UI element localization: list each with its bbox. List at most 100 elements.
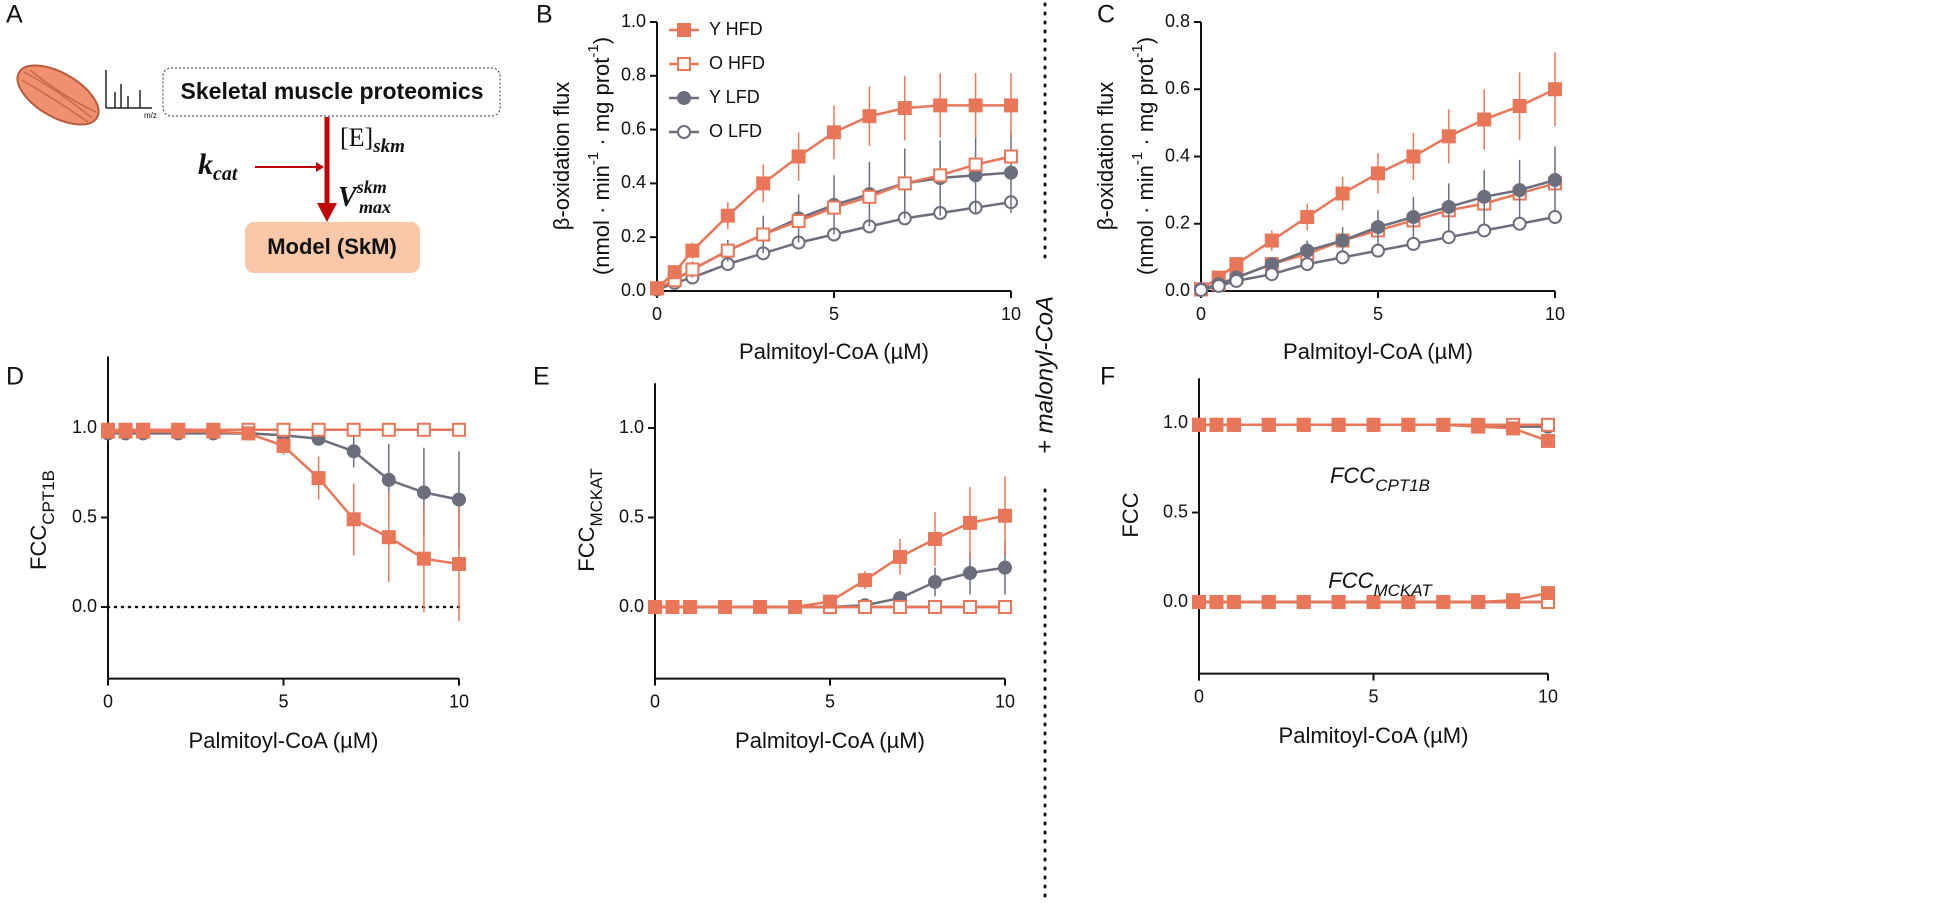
legend-marker <box>677 91 691 105</box>
vmax: Vskm max <box>338 177 391 217</box>
annotation: + malonyl-CoA <box>1031 296 1058 454</box>
marker <box>1541 433 1555 448</box>
marker <box>1192 417 1206 432</box>
marker <box>101 424 115 439</box>
x-tick-label: 5 <box>829 304 839 324</box>
marker <box>416 551 431 566</box>
x-tick-label: 0 <box>1196 304 1206 324</box>
x-tick-label: 5 <box>825 691 835 711</box>
marker <box>1209 595 1224 610</box>
marker <box>1512 216 1527 231</box>
marker <box>665 600 680 615</box>
label-part: FCC <box>574 526 599 571</box>
marker <box>963 566 977 581</box>
label-part: ) <box>589 37 614 44</box>
marker <box>381 422 396 437</box>
y-tick-label: 0.2 <box>1165 213 1190 233</box>
marker <box>1401 417 1416 432</box>
marker <box>685 262 700 277</box>
label-part: ) <box>1133 37 1158 44</box>
panel-label: E <box>533 363 550 391</box>
spectrum-axis: m/z <box>144 111 157 120</box>
marker <box>928 532 942 547</box>
x-axis-title: Palmitoyl-CoA (µM) <box>735 728 925 753</box>
marker <box>823 594 837 609</box>
kcat: kcat <box>198 148 239 185</box>
marker <box>998 600 1012 615</box>
marker <box>381 472 396 487</box>
marker <box>1477 189 1492 204</box>
source-box <box>162 67 501 117</box>
marker <box>756 227 771 242</box>
marker <box>1192 595 1206 610</box>
annotation-sub: MCKAT <box>1373 581 1433 600</box>
marker <box>1371 220 1385 235</box>
marker <box>1541 586 1555 601</box>
marker <box>650 281 664 296</box>
marker <box>311 471 326 486</box>
label-sup: -1 <box>1129 44 1146 57</box>
marker <box>667 265 682 280</box>
marker <box>968 98 983 113</box>
y-tick-label: 1.0 <box>1163 412 1188 432</box>
marker <box>893 600 907 615</box>
marker <box>1296 595 1311 610</box>
y-tick-label: 1.0 <box>621 11 646 31</box>
kcat-base: k <box>198 148 213 181</box>
marker <box>862 189 877 204</box>
marker <box>1406 210 1421 225</box>
y-axis-title: β-oxidation flux <box>1093 82 1118 230</box>
marker <box>1300 210 1315 225</box>
marker <box>1296 417 1311 432</box>
marker <box>963 515 977 530</box>
marker <box>1300 257 1315 272</box>
label-part: FCC <box>1118 492 1143 537</box>
series-line <box>655 514 1006 609</box>
spectrum-icon <box>105 70 152 109</box>
marker <box>1261 417 1276 432</box>
label-part: FCC <box>26 525 51 570</box>
marker <box>1264 267 1279 282</box>
marker <box>241 426 256 441</box>
marker <box>1261 595 1276 610</box>
label-sub: MCKAT <box>587 468 606 526</box>
x-tick-label: 10 <box>449 691 469 711</box>
source-label: Skeletal muscle proteomics <box>181 78 484 104</box>
legend-marker <box>677 57 691 71</box>
marker <box>1371 166 1385 181</box>
marker <box>118 424 133 439</box>
marker <box>1300 243 1315 258</box>
marker <box>720 243 735 258</box>
x-tick-label: 0 <box>1194 686 1204 706</box>
marker <box>858 600 872 615</box>
marker <box>827 125 841 140</box>
y-tick-label: 1.0 <box>619 417 644 437</box>
marker <box>1226 595 1241 610</box>
y-tick-label: 0.0 <box>621 280 646 300</box>
y-tick-label: 0.0 <box>72 596 97 616</box>
marker <box>1229 273 1244 288</box>
marker <box>416 422 431 437</box>
marker <box>1548 173 1562 188</box>
panel-label: F <box>1100 363 1115 391</box>
marker <box>1335 250 1350 265</box>
marker <box>1366 417 1381 432</box>
label-part: · mg prot <box>1133 58 1158 152</box>
marker <box>1506 593 1521 608</box>
arrowhead <box>317 203 337 222</box>
y-tick-label: 0.2 <box>621 226 646 246</box>
label-part: · mg prot <box>589 58 614 152</box>
x-tick-label: 10 <box>1001 304 1021 324</box>
marker <box>276 438 291 453</box>
marker <box>1335 186 1350 201</box>
x-tick-label: 5 <box>1368 686 1378 706</box>
annotation-text: FCC <box>1328 568 1373 593</box>
marker <box>1366 595 1381 610</box>
marker <box>756 176 771 191</box>
marker <box>685 243 700 258</box>
marker <box>1441 129 1456 144</box>
marker <box>1436 417 1451 432</box>
x-tick-label: 5 <box>278 691 288 711</box>
vmax-sup: skm <box>356 177 387 197</box>
x-axis-title: Palmitoyl-CoA (µM) <box>189 728 379 753</box>
